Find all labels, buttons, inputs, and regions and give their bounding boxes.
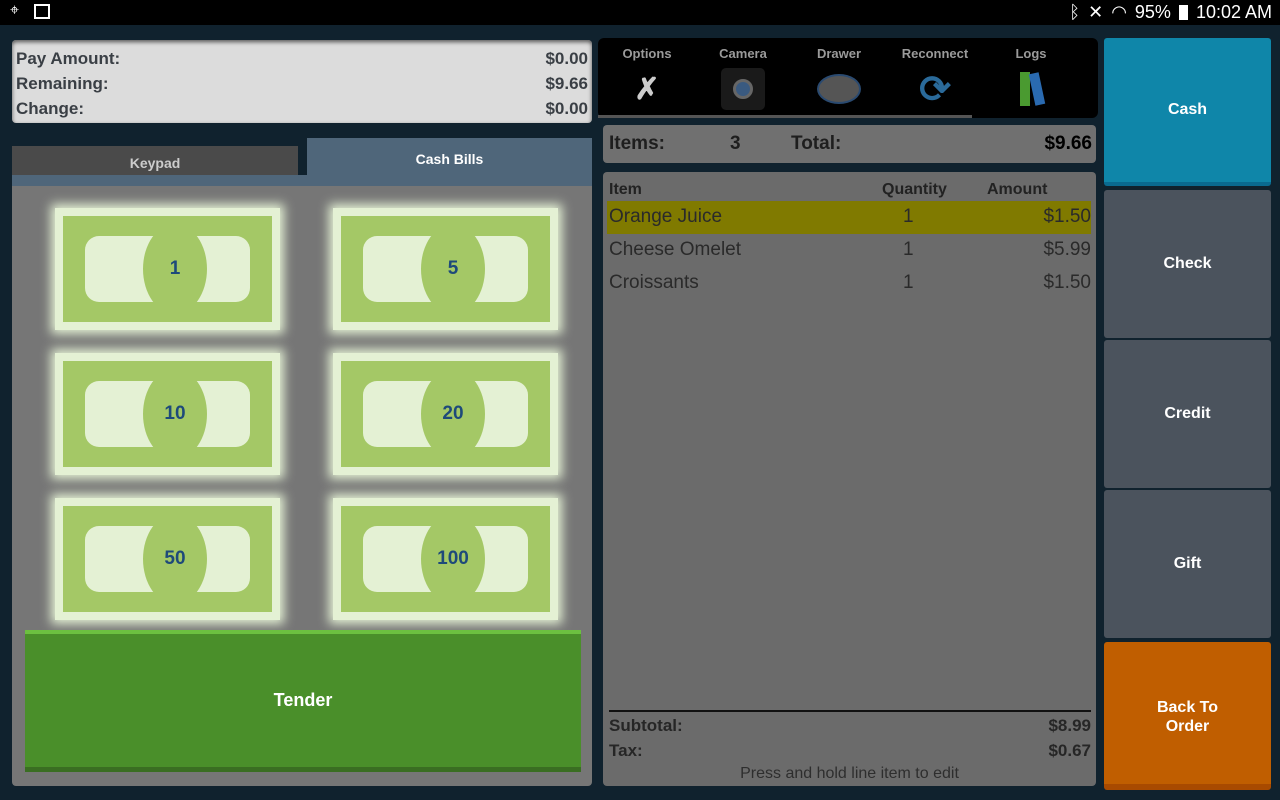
label: Drawer (816, 46, 862, 61)
tax-row: Tax: $0.67 (609, 741, 1091, 761)
credit-button[interactable]: Credit (1104, 340, 1271, 488)
bill-value: 20 (421, 369, 485, 459)
header-quantity: Quantity (882, 181, 947, 198)
camera-button[interactable]: Camera (698, 38, 788, 111)
label: Subtotal: (609, 716, 683, 735)
payment-summary: Pay Amount: $0.00 Remaining: $9.66 Change:… (12, 40, 592, 123)
total-label: Total: (791, 133, 842, 154)
logs-button[interactable]: Logs (986, 38, 1076, 111)
label: Pay Amount: (16, 49, 121, 68)
value: $0.00 (545, 99, 588, 118)
header-amount: Amount (987, 181, 1048, 198)
item-qty: 1 (903, 239, 914, 260)
subtotal-row: Subtotal: $8.99 (609, 716, 1091, 736)
toolbar: Options ✗ Camera Drawer Reconnect ⟳ Logs (598, 38, 1098, 118)
pay-amount-row: Pay Amount: $0.00 (16, 46, 588, 71)
mute-icon: ✕ (1088, 2, 1104, 22)
bill-20-button[interactable]: 20 (333, 353, 558, 475)
clock: 10:02 AM (1195, 2, 1272, 22)
label: Back To Order (1156, 699, 1219, 735)
bill-value: 50 (143, 514, 207, 604)
bill-value: 1 (143, 224, 207, 314)
drawer-button[interactable]: Drawer (794, 38, 884, 111)
tab-underline (12, 175, 592, 186)
tab-cash-bills[interactable]: Cash Bills (307, 138, 592, 178)
bill-10-button[interactable]: 10 (55, 353, 280, 475)
order-list: Item Quantity Amount Orange Juice 1 $1.50 … (603, 172, 1096, 786)
label: Remaining: (16, 74, 109, 93)
reconnect-icon: ⟳ (919, 68, 951, 111)
header-item: Item (609, 181, 642, 198)
bill-5-button[interactable]: 5 (333, 208, 558, 330)
bill-50-button[interactable]: 50 (55, 498, 280, 620)
tab-keypad[interactable]: Keypad (12, 146, 298, 176)
item-amount: $1.50 (1043, 272, 1091, 293)
total-value: $9.66 (1044, 133, 1092, 154)
divider (609, 710, 1091, 712)
change-row: Change: $0.00 (16, 96, 588, 121)
status-bar: ⌖ ᛒ ✕ ◠ 95% 10:02 AM (0, 0, 1280, 25)
label: Options (622, 46, 672, 61)
location-icon: ⌖ (10, 2, 20, 19)
items-total-bar: Items: 3 Total: $9.66 (603, 125, 1096, 163)
back-to-order-button[interactable]: Back To Order (1104, 642, 1271, 790)
bill-100-button[interactable]: 100 (333, 498, 558, 620)
bill-1-button[interactable]: 1 (55, 208, 280, 330)
wifi-icon: ◠ (1111, 2, 1127, 22)
tools-icon: ✗ (634, 72, 660, 106)
item-name: Orange Juice (609, 206, 723, 227)
item-qty: 1 (903, 272, 914, 293)
bill-value: 100 (421, 514, 485, 604)
item-name: Croissants (609, 272, 699, 293)
cash-button[interactable]: Cash (1104, 38, 1271, 186)
value: $8.99 (1048, 716, 1091, 735)
label: Reconnect (901, 46, 969, 61)
order-row[interactable]: Orange Juice 1 $1.50 (607, 201, 1091, 234)
value: $9.66 (545, 74, 588, 93)
label: Change: (16, 99, 84, 118)
bluetooth-icon: ᛒ (1069, 2, 1081, 22)
value: $0.67 (1048, 741, 1091, 760)
value: $0.00 (545, 49, 588, 68)
bill-value: 10 (143, 369, 207, 459)
tender-button[interactable]: Tender (25, 630, 581, 772)
items-count: 3 (730, 133, 741, 154)
label: Camera (719, 46, 767, 61)
gift-button[interactable]: Gift (1104, 490, 1271, 638)
item-name: Cheese Omelet (609, 239, 742, 260)
item-amount: $1.50 (1043, 206, 1091, 227)
reconnect-button[interactable]: Reconnect ⟳ (890, 38, 980, 111)
items-label: Items: (609, 133, 665, 154)
cash-drawer-icon (817, 67, 861, 111)
options-button[interactable]: Options ✗ (602, 38, 692, 111)
battery-percent: 95% (1134, 2, 1171, 22)
edit-hint: Press and hold line item to edit (740, 765, 959, 782)
logs-binders-icon (1009, 67, 1053, 111)
check-button[interactable]: Check (1104, 190, 1271, 338)
image-icon (34, 4, 50, 19)
item-amount: $5.99 (1043, 239, 1091, 260)
order-row[interactable]: Croissants 1 $1.50 (607, 267, 1091, 300)
item-qty: 1 (903, 206, 914, 227)
order-row[interactable]: Cheese Omelet 1 $5.99 (607, 234, 1091, 267)
battery-icon (1178, 5, 1188, 20)
label: Tax: (609, 741, 643, 760)
remaining-row: Remaining: $9.66 (16, 71, 588, 96)
camera-icon (721, 67, 765, 111)
cash-bills-panel: 1 5 10 20 50 100 (12, 186, 592, 786)
label: Logs (1015, 46, 1047, 61)
toolbar-scrollbar[interactable] (598, 115, 972, 118)
bill-value: 5 (421, 224, 485, 314)
